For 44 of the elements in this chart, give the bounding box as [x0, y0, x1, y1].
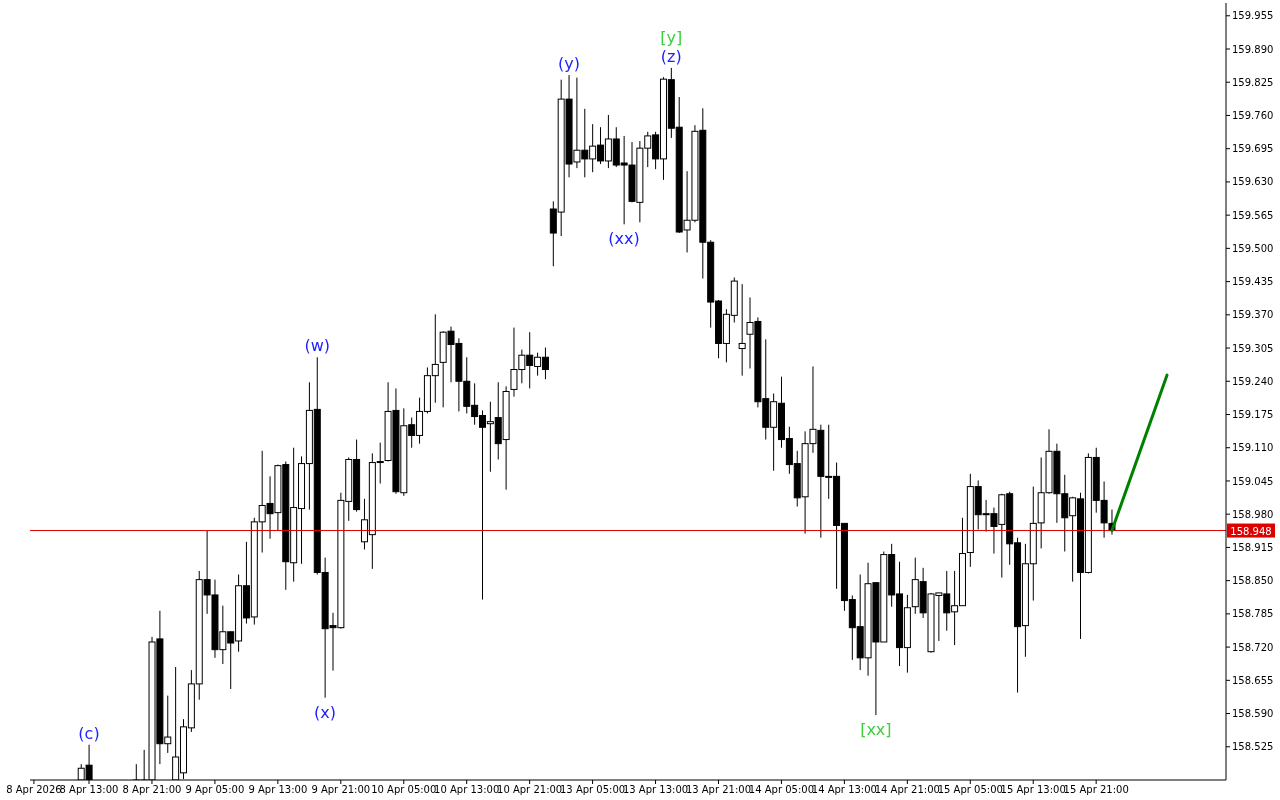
y-tick-label: 158.720: [1232, 641, 1274, 653]
y-tick-label: 158.655: [1232, 674, 1274, 686]
y-tick-label: 159.695: [1232, 143, 1274, 155]
y-tick-label: 158.785: [1232, 608, 1274, 620]
y-tick-label: 159.305: [1232, 342, 1274, 354]
candlestick: [738, 283, 746, 377]
y-tick-label: 159.630: [1232, 176, 1274, 188]
y-tick-label: 159.890: [1232, 43, 1274, 55]
y-tick-label: 159.565: [1232, 209, 1274, 221]
y-tick-label: 159.435: [1232, 276, 1274, 288]
y-tick-label: 158.590: [1232, 708, 1274, 720]
y-tick-label: 159.500: [1232, 242, 1274, 254]
x-tick-label: 15 Apr 13:00: [1000, 784, 1066, 796]
annotation: (xx): [608, 229, 640, 249]
y-tick-label: 158.850: [1232, 575, 1274, 587]
y-tick-label: 158.525: [1232, 741, 1274, 753]
y-tick-label: 159.110: [1232, 442, 1274, 454]
y-tick-label: 158.915: [1232, 541, 1274, 553]
annotation: (w): [304, 336, 330, 356]
y-tick-label: 159.240: [1232, 375, 1274, 387]
x-tick-label: 9 Apr 05:00: [185, 784, 245, 796]
y-tick-label: 159.760: [1232, 110, 1274, 122]
annotation: (c): [78, 723, 100, 743]
x-tick-label: 10 Apr 05:00: [371, 784, 437, 796]
y-tick-label: 159.825: [1232, 76, 1274, 88]
x-tick-label: 10 Apr 13:00: [434, 784, 500, 796]
x-tick-label: 8 Apr 13:00: [59, 784, 119, 796]
annotation: [y]: [660, 27, 683, 47]
annotation: (z): [660, 46, 682, 66]
x-tick-label: 9 Apr 13:00: [248, 784, 308, 796]
x-tick-label: 8 Apr 21:00: [122, 784, 182, 796]
y-tick-label: 159.955: [1232, 10, 1274, 22]
y-tick-label: 159.175: [1232, 409, 1274, 421]
annotation: [xx]: [860, 720, 892, 740]
x-tick-label: 10 Apr 21:00: [497, 784, 563, 796]
x-tick-label: 8 Apr 2026: [6, 784, 62, 796]
annotation: (y): [558, 54, 580, 74]
y-tick-label: 159.045: [1232, 475, 1274, 487]
x-tick-label: 9 Apr 21:00: [311, 784, 371, 796]
x-tick-label: 15 Apr 21:00: [1063, 784, 1129, 796]
ref-line-label: 158.948: [1230, 525, 1272, 537]
y-tick-label: 159.370: [1232, 309, 1274, 321]
annotation: (x): [314, 702, 337, 722]
y-tick-label: 158.980: [1232, 508, 1274, 520]
